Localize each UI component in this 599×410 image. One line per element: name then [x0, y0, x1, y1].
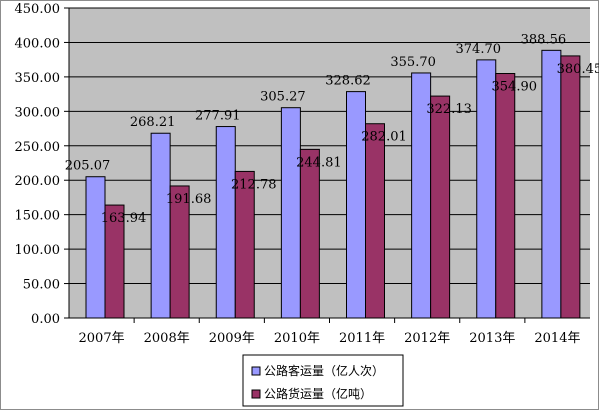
data-label-freight: 322.13 — [426, 102, 472, 117]
data-label-passenger: 305.27 — [260, 90, 306, 105]
data-label-passenger: 277.91 — [195, 109, 241, 124]
x-tick-label: 2014年 — [534, 331, 580, 346]
y-tick-label: 250.00 — [15, 140, 61, 155]
legend-box — [242, 354, 404, 407]
data-label-freight: 191.68 — [166, 192, 212, 207]
data-label-passenger: 205.07 — [65, 159, 111, 174]
legend: 公路客运量（亿人次） 公路货运量（亿吨） — [242, 354, 404, 407]
bar-freight — [560, 55, 581, 319]
data-label-freight: 354.90 — [492, 80, 538, 95]
data-label-freight: 380.45 — [557, 62, 599, 77]
data-label-passenger: 328.62 — [325, 74, 371, 89]
legend-label-passenger: 公路客运量（亿人次） — [264, 363, 384, 378]
y-tick-label: 450.00 — [15, 2, 61, 17]
y-tick-label: 50.00 — [23, 278, 60, 293]
bar-passenger — [541, 49, 562, 319]
bar-passenger — [346, 91, 366, 319]
bar-passenger — [280, 107, 301, 319]
bar-passenger — [85, 176, 106, 319]
y-tick-label: 200.00 — [15, 174, 61, 189]
y-tick-label: 400.00 — [15, 36, 61, 51]
y-axis-ticks: 0.00 50.00 100.00 150.00 200.00 250.00 300.00 3… — [15, 2, 69, 327]
bar-passenger — [476, 59, 497, 319]
x-tick-label: 2012年 — [404, 331, 450, 346]
x-tick-label: 2013年 — [469, 331, 515, 346]
x-tick-label: 2008年 — [144, 331, 190, 346]
y-tick-label: 0.00 — [31, 312, 60, 327]
bar-freight — [430, 95, 451, 319]
y-tick-label: 350.00 — [15, 71, 61, 86]
bar-freight — [365, 123, 385, 319]
data-label-freight: 282.01 — [361, 130, 407, 145]
x-tick-label: 2009年 — [209, 331, 255, 346]
bar-passenger — [150, 132, 171, 319]
data-label-passenger: 374.70 — [456, 42, 502, 57]
legend-label-freight: 公路货运量（亿吨） — [264, 386, 372, 401]
bar-freight — [234, 170, 255, 319]
data-label-freight: 163.94 — [101, 211, 147, 226]
x-axis-ticks: 2007年 2008年 2009年 2010年 2011年 2012年 2013年 2014年 — [79, 318, 580, 346]
x-tick-label: 2010年 — [274, 331, 320, 346]
data-label-passenger: 388.56 — [521, 32, 567, 47]
data-label-passenger: 268.21 — [130, 115, 176, 130]
bars — [85, 49, 581, 319]
legend-swatch-freight — [251, 389, 261, 399]
y-tick-label: 300.00 — [15, 105, 61, 120]
bar-passenger — [215, 126, 236, 319]
legend-swatch-passenger — [251, 366, 261, 376]
bar-freight — [299, 148, 320, 319]
data-labels: 205.07 163.94 268.21 191.68 277.91 212.78 305.… — [65, 32, 599, 226]
y-tick-label: 150.00 — [15, 209, 61, 224]
data-label-freight: 212.78 — [231, 177, 277, 192]
data-label-freight: 244.81 — [296, 155, 342, 170]
data-label-passenger: 355.70 — [390, 55, 436, 70]
x-tick-label: 2011年 — [339, 331, 385, 346]
x-tick-label: 2007年 — [79, 331, 125, 346]
y-tick-label: 100.00 — [15, 243, 61, 258]
bar-freight — [495, 73, 516, 319]
